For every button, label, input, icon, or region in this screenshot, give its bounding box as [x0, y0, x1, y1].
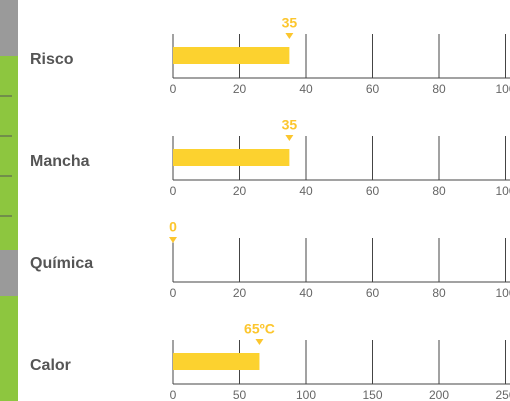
row-label: Química — [30, 255, 93, 272]
row-label: Mancha — [30, 153, 90, 170]
side-block — [0, 0, 18, 56]
bar — [173, 149, 290, 166]
x-tick-label: 0 — [170, 388, 177, 401]
x-tick-label: 100 — [495, 286, 510, 300]
side-strip — [0, 0, 18, 401]
value-label: 35 — [282, 117, 298, 133]
value-marker — [255, 339, 264, 345]
x-tick-label: 200 — [429, 388, 449, 401]
x-tick-label: 150 — [362, 388, 382, 401]
x-tick-label: 0 — [170, 82, 177, 96]
x-tick-label: 80 — [432, 184, 446, 198]
x-tick-label: 0 — [170, 184, 177, 198]
row-label: Risco — [30, 51, 74, 68]
x-tick-label: 20 — [233, 286, 247, 300]
x-tick-label: 100 — [296, 388, 316, 401]
value-label: 35 — [282, 15, 298, 31]
x-tick-label: 100 — [495, 82, 510, 96]
x-tick-label: 40 — [299, 184, 313, 198]
x-tick-label: 20 — [233, 82, 247, 96]
row-label: Calor — [30, 357, 71, 374]
x-tick-label: 250 — [495, 388, 510, 401]
value-marker — [169, 237, 177, 243]
value-label: 0 — [169, 219, 177, 235]
x-tick-label: 0 — [170, 286, 177, 300]
x-tick-label: 50 — [233, 388, 247, 401]
bar — [173, 353, 260, 370]
x-tick-label: 60 — [366, 184, 380, 198]
value-marker — [285, 33, 294, 39]
x-tick-label: 40 — [299, 82, 313, 96]
x-tick-label: 100 — [495, 184, 510, 198]
value-marker — [285, 135, 294, 141]
x-tick-label: 60 — [366, 286, 380, 300]
side-separators — [0, 95, 12, 217]
x-tick-label: 60 — [366, 82, 380, 96]
side-block — [0, 250, 18, 296]
value-label: 65ºC — [244, 321, 275, 337]
x-tick-label: 40 — [299, 286, 313, 300]
x-tick-label: 20 — [233, 184, 247, 198]
x-tick-label: 80 — [432, 286, 446, 300]
bar — [173, 47, 290, 64]
x-tick-label: 80 — [432, 82, 446, 96]
